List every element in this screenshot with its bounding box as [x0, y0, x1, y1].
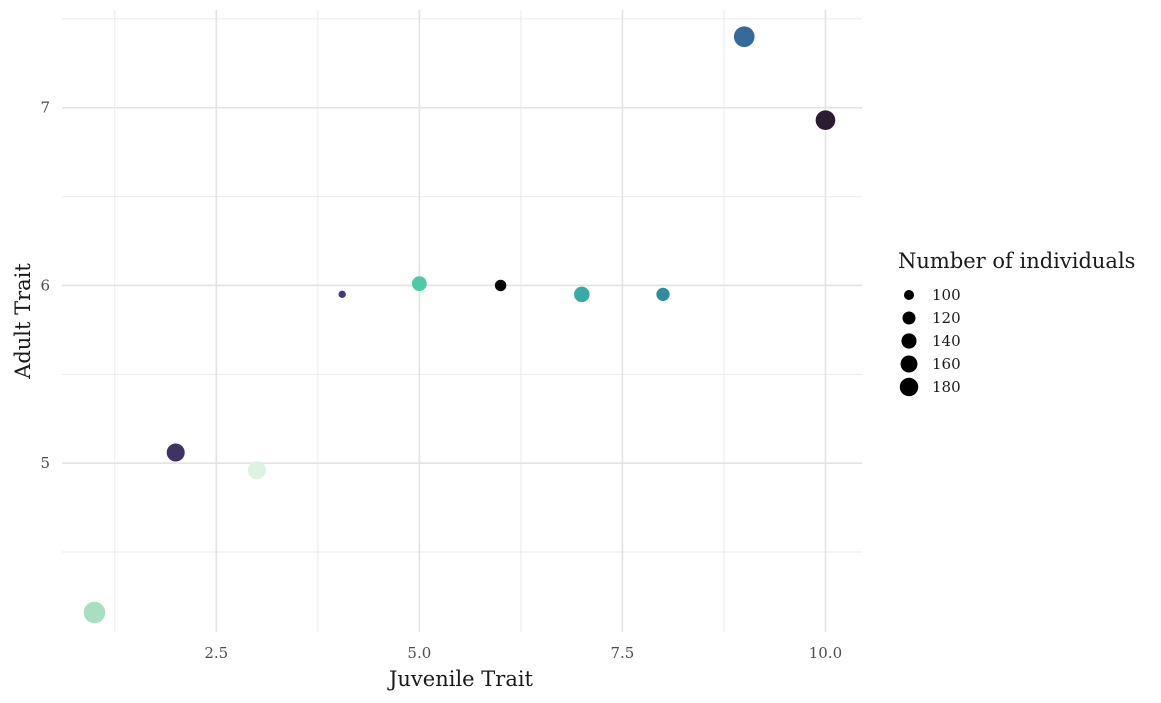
data-point [815, 110, 836, 131]
legend-title: Number of individuals [898, 249, 1135, 273]
legend-key [902, 311, 916, 325]
x-tick-label: 2.5 [204, 644, 228, 662]
grid-lines [62, 10, 862, 632]
data-point [247, 461, 266, 480]
data-point [411, 276, 427, 292]
x-axis-title: Juvenile Trait [387, 667, 534, 691]
legend-label: 180 [932, 378, 961, 396]
data-point [574, 286, 590, 303]
x-tick-label: 5.0 [407, 644, 431, 662]
data-points [83, 26, 836, 624]
legend-entries: 100 120 140 160 180 [899, 286, 961, 397]
data-point [83, 601, 106, 624]
x-tick-label: 10.0 [809, 644, 842, 662]
legend-key [901, 333, 917, 349]
y-tick-label: 5 [40, 454, 50, 472]
x-tick-label: 7.5 [610, 644, 634, 662]
data-point [166, 443, 185, 462]
legend-key [900, 355, 918, 373]
legend-label: 140 [932, 332, 961, 350]
data-point [733, 26, 755, 47]
y-tick-label: 7 [40, 99, 50, 117]
legend-key [903, 289, 915, 301]
size-legend: Number of individuals 100 120 140 160 180 [898, 249, 1135, 397]
legend-label: 100 [932, 286, 961, 304]
legend-label: 160 [932, 355, 961, 373]
data-point [494, 279, 507, 292]
y-axis-ticks: 5 6 7 [40, 99, 50, 472]
y-tick-label: 6 [40, 276, 50, 294]
x-axis-ticks: 2.5 5.0 7.5 10.0 [204, 644, 842, 662]
data-point [656, 287, 670, 301]
y-axis-title: Adult Trait [11, 263, 35, 380]
legend-key [899, 377, 919, 397]
legend-label: 120 [932, 309, 961, 327]
data-point [338, 290, 346, 299]
